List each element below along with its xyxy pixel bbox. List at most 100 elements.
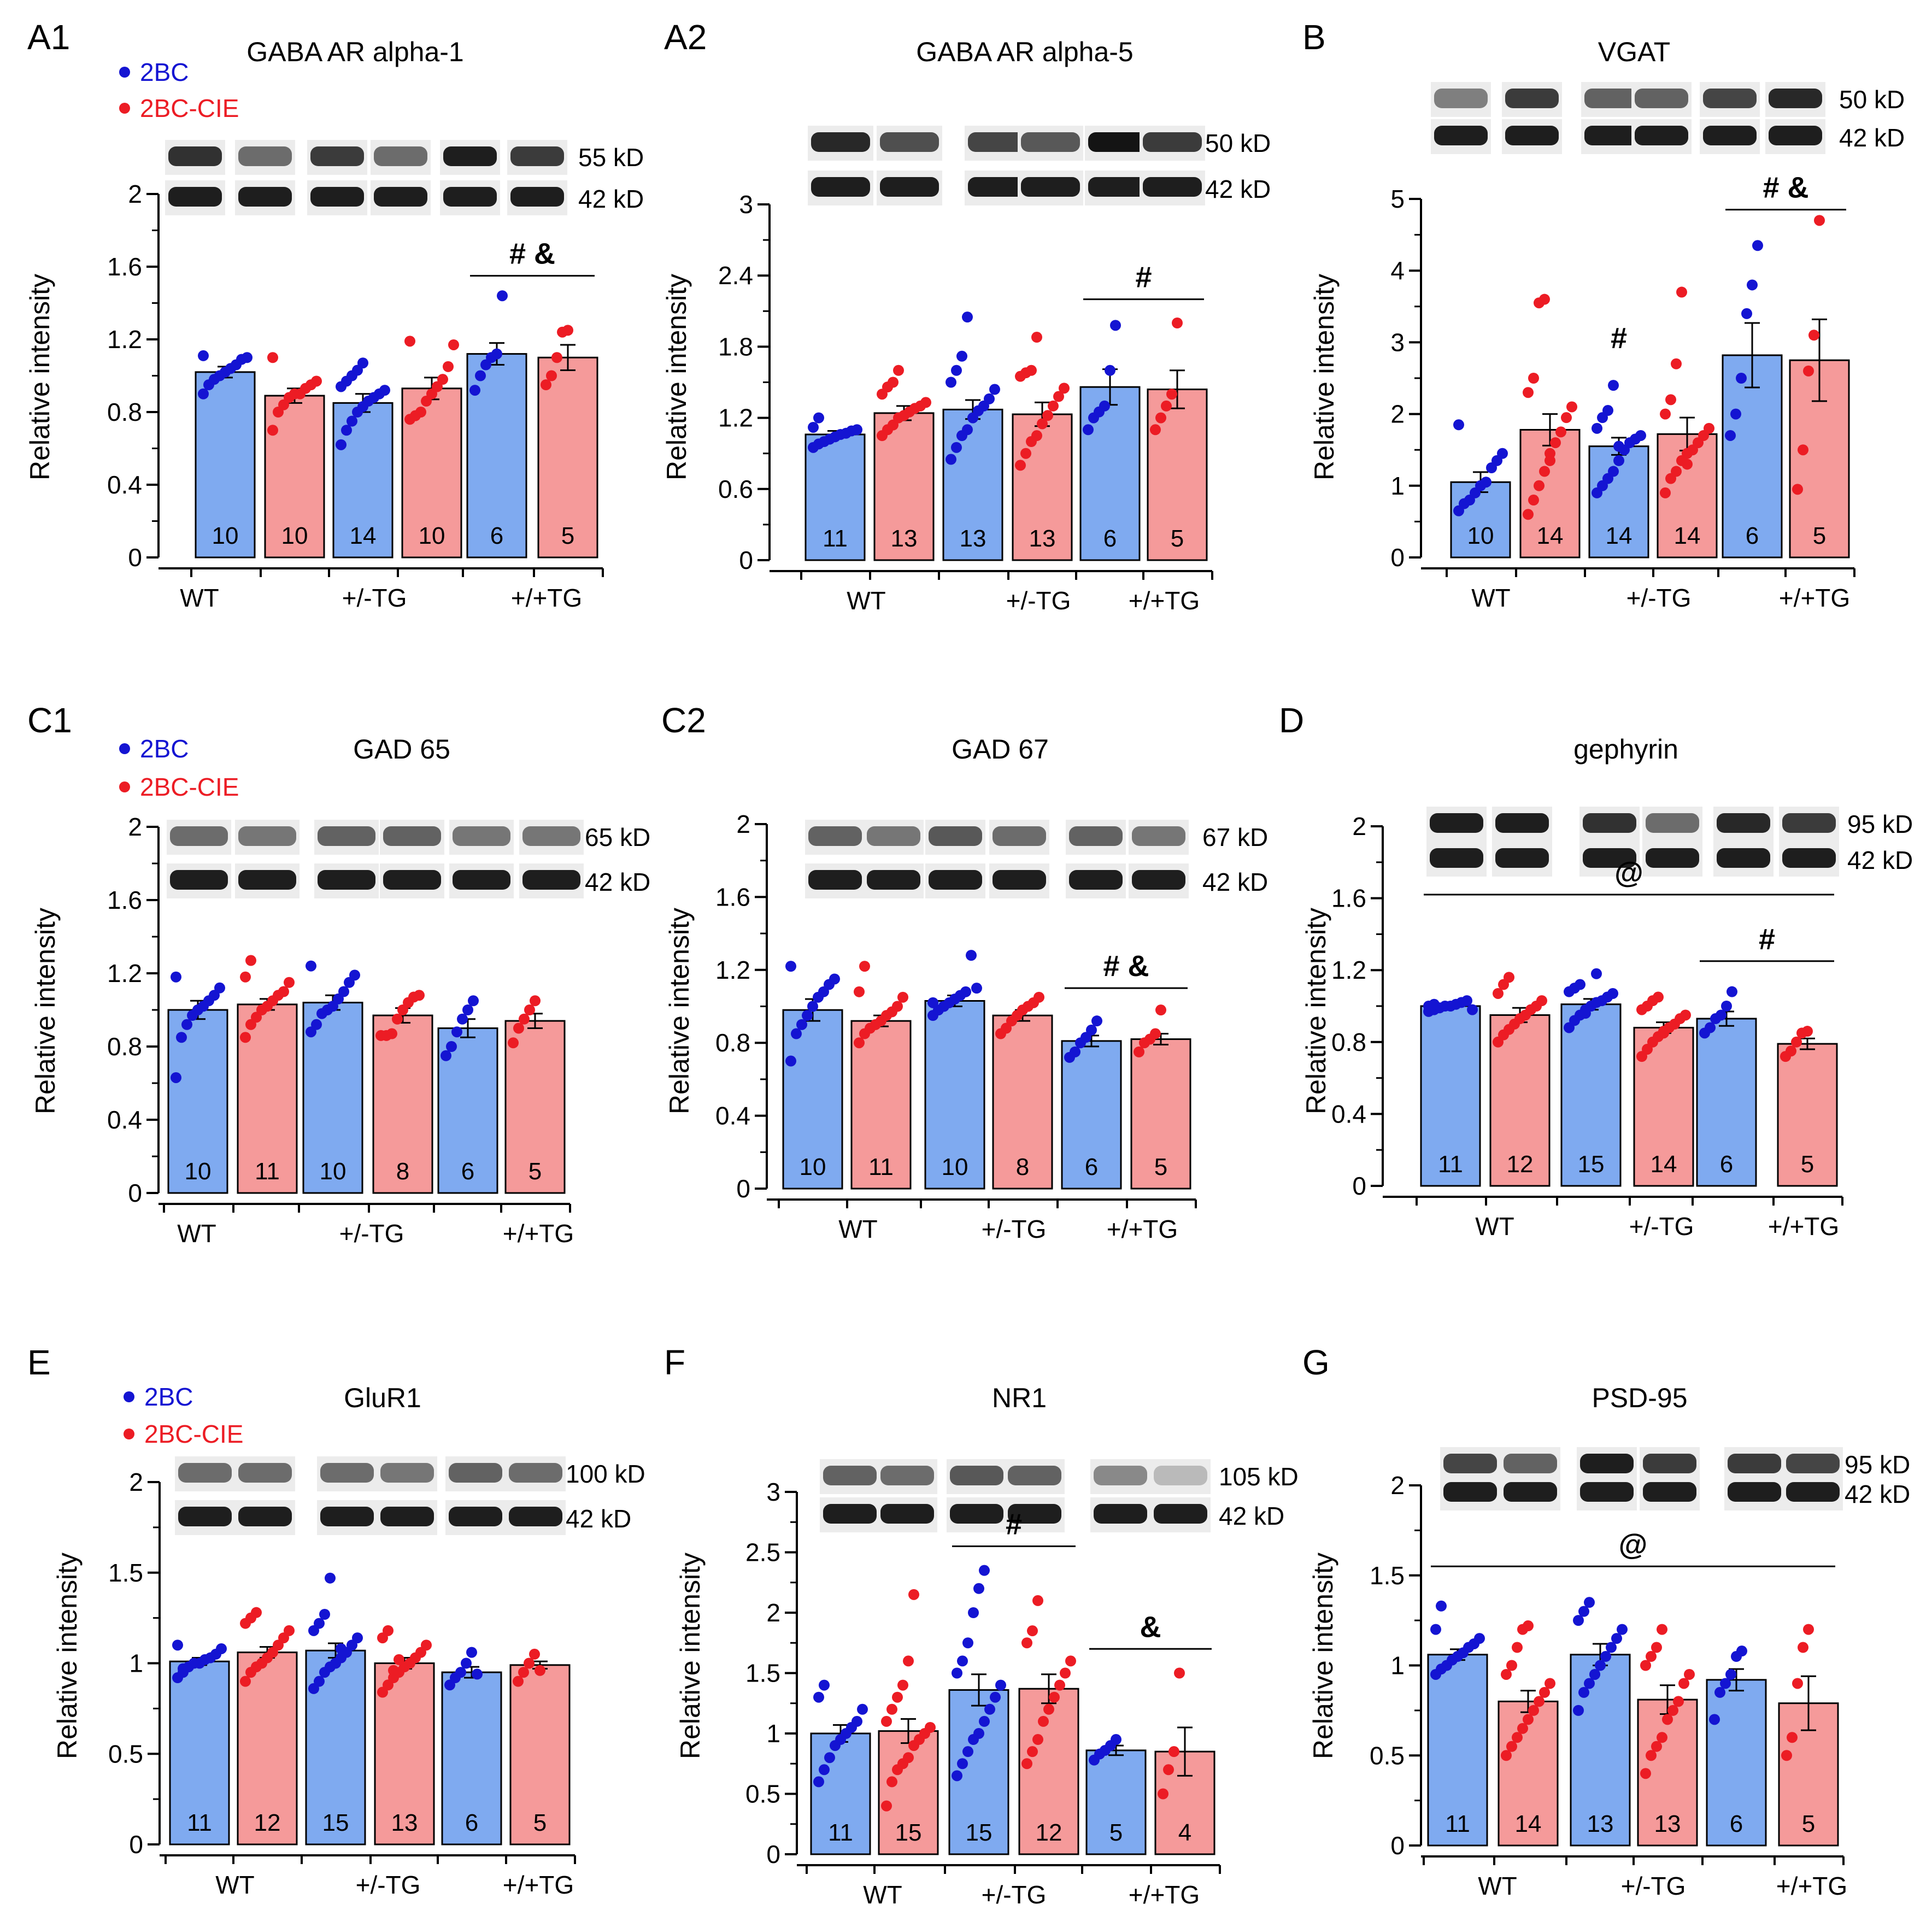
data-point xyxy=(1021,1758,1032,1770)
legend-e-2bc-cie: 2BC-CIE xyxy=(144,1420,243,1448)
x-axis: WT +/-TG +/+TG xyxy=(797,1864,1221,1909)
blot-band xyxy=(1132,870,1185,890)
bar xyxy=(1012,413,1073,561)
data-point xyxy=(1020,448,1031,459)
n-label: 5 xyxy=(1801,1151,1814,1178)
bar-group: 10 xyxy=(924,950,985,1190)
y-tick-label: 0.8 xyxy=(107,1032,142,1061)
blot-label-target: 95 kD xyxy=(1845,1450,1910,1479)
y-tick-label: 2.4 xyxy=(718,261,753,290)
data-point xyxy=(892,1691,903,1703)
chart-title: GluR1 xyxy=(344,1383,421,1413)
data-point xyxy=(1613,455,1624,466)
data-point xyxy=(1787,1732,1798,1743)
data-point xyxy=(962,1637,973,1649)
blot-band xyxy=(1728,1482,1781,1502)
x-group-label: +/-TG xyxy=(982,1215,1047,1243)
data-point xyxy=(245,955,256,966)
data-point xyxy=(1709,1714,1720,1725)
data-point xyxy=(807,1001,818,1012)
data-point xyxy=(1578,1686,1589,1698)
bar-group: 13 xyxy=(374,1625,435,1845)
blot-label-control: 42 kD xyxy=(1839,124,1905,152)
blot-band xyxy=(170,870,228,890)
data-point xyxy=(198,350,209,361)
panel-c2: C2 GAD 67 Relative intensity 67 kD 42 kD 0 0.4… xyxy=(661,701,1268,1243)
y-tick-label: 1.5 xyxy=(745,1659,780,1688)
y-tick-label: 0 xyxy=(1390,1831,1405,1860)
data-point xyxy=(1111,1734,1121,1745)
data-point xyxy=(214,982,225,994)
data-point xyxy=(1027,1625,1038,1637)
legend-a-red-dot xyxy=(119,103,130,114)
blot-label-control: 42 kD xyxy=(1205,175,1271,203)
bar-group: 6 xyxy=(1061,1015,1122,1190)
data-point xyxy=(508,1037,519,1049)
data-point xyxy=(808,421,819,433)
data-point xyxy=(1660,487,1671,498)
blot-band xyxy=(1430,848,1483,868)
blot-band xyxy=(1584,89,1638,108)
data-point xyxy=(1054,1679,1065,1691)
blot-band xyxy=(929,870,982,890)
panel-c1: C1 GAD 65 Relative intensity 65 kD 42 kD 0 0.4… xyxy=(27,701,650,1248)
data-point xyxy=(1539,293,1550,305)
y-tick-label: 1.5 xyxy=(108,1559,143,1587)
n-label: 6 xyxy=(1085,1154,1098,1180)
bar-group: 11 xyxy=(169,1639,230,1845)
x-group-label: +/+TG xyxy=(511,584,582,612)
data-point xyxy=(1725,1668,1736,1680)
y-tick-label: 0.4 xyxy=(107,471,142,499)
y-tick-label: 0.5 xyxy=(745,1780,780,1808)
y-tick-label: 5 xyxy=(1390,185,1405,213)
data-point xyxy=(1814,215,1825,226)
bar-group: 11 xyxy=(1427,1600,1488,1847)
data-point xyxy=(1646,1750,1657,1761)
data-point xyxy=(1027,1746,1038,1758)
n-label: 15 xyxy=(895,1819,922,1846)
data-point xyxy=(1682,459,1693,470)
blot-band xyxy=(1646,848,1699,868)
y-tick-label: 1.6 xyxy=(715,883,750,911)
western-blot: 65 kD 42 kD xyxy=(167,820,650,898)
panel-label: C1 xyxy=(27,701,72,740)
data-point xyxy=(524,1004,535,1015)
significance-symbol: @ xyxy=(1619,1528,1648,1561)
data-point xyxy=(1676,286,1687,298)
bar-group: 8 xyxy=(372,990,433,1194)
n-label: 12 xyxy=(1507,1151,1534,1178)
y-tick-label: 1.6 xyxy=(1331,884,1366,913)
n-label: 10 xyxy=(212,522,239,549)
blot-band xyxy=(880,1466,934,1485)
data-point xyxy=(1512,1642,1523,1653)
x-group-label: WT xyxy=(215,1871,255,1899)
bar-group: 5 xyxy=(1085,1734,1147,1855)
blot-label-control: 42 kD xyxy=(1845,1480,1910,1508)
data-point xyxy=(1038,1715,1049,1727)
data-point xyxy=(1716,1009,1727,1021)
data-point xyxy=(1727,986,1737,997)
blot-band xyxy=(1635,126,1688,145)
blot-band xyxy=(1717,813,1770,833)
y-tick-label: 0 xyxy=(1390,543,1405,572)
x-group-label: WT xyxy=(838,1215,878,1243)
bar-group: 5 xyxy=(509,1648,571,1845)
data-point xyxy=(1021,1637,1032,1649)
legend-e-2bc: 2BC xyxy=(144,1383,193,1411)
panel-f: F NR1 Relative intensity 105 kD 42 kD 0 0.5 1 1.… xyxy=(664,1343,1299,1909)
legend-c-blue-dot xyxy=(119,743,130,754)
x-axis: WT +/-TG +/+TG xyxy=(1421,567,1855,612)
data-point xyxy=(1651,1741,1662,1752)
y-tick-label: 2 xyxy=(129,1468,143,1496)
y-axis: 0 0.4 0.8 1.2 1.6 2 xyxy=(715,810,768,1203)
data-point xyxy=(1015,460,1026,471)
blot-band xyxy=(1088,177,1147,197)
data-point xyxy=(524,1657,535,1669)
blot-band xyxy=(522,826,580,846)
n-label: 11 xyxy=(187,1809,212,1836)
bar-group: 15 xyxy=(878,1589,939,1855)
data-point xyxy=(1803,1624,1814,1635)
data-point xyxy=(813,1776,824,1788)
